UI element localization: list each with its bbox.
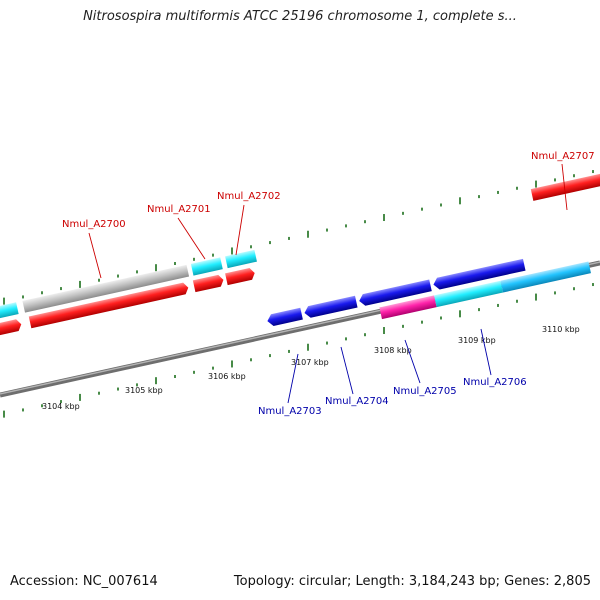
cds-cyan[interactable] (225, 249, 257, 269)
outer-tick-marks (3, 170, 594, 305)
cds-blue-nmul-a2704[interactable] (303, 295, 358, 319)
gene-label-nmul-a2702[interactable]: Nmul_A2702 (217, 191, 281, 202)
cds-red-nmul-a2702[interactable] (225, 267, 256, 286)
cds-cyan[interactable] (434, 280, 504, 308)
cds-grey[interactable] (22, 264, 190, 313)
cds-magenta[interactable] (379, 295, 437, 320)
tick-label-3107: 3107 kbp (291, 358, 329, 367)
cds-red-nmul-a2700[interactable] (28, 282, 190, 329)
cds-red-nmul-a2707[interactable] (530, 167, 600, 201)
cds-red-left[interactable] (0, 318, 23, 338)
gene-label-nmul-a2707[interactable]: Nmul_A2707 (531, 151, 595, 162)
topology-text: Topology: circular; Length: 3,184,243 bp… (233, 574, 591, 589)
cds-blue-nmul-a2706[interactable] (432, 258, 526, 291)
accession-text: Accession: NC_007614 (10, 574, 158, 589)
gene-label-nmul-a2701[interactable]: Nmul_A2701 (147, 204, 211, 215)
gene-label-nmul-a2705[interactable]: Nmul_A2705 (393, 386, 457, 397)
tick-label-3105: 3105 kbp (125, 386, 163, 395)
tick-label-3110: 3110 kbp (542, 325, 580, 334)
tick-label-3104: 3104 kbp (42, 402, 80, 411)
gene-label-nmul-a2704[interactable]: Nmul_A2704 (325, 396, 389, 407)
gene-label-nmul-a2706[interactable]: Nmul_A2706 (463, 377, 527, 388)
tick-label-3106: 3106 kbp (208, 372, 246, 381)
cds-light-blue[interactable] (500, 261, 591, 293)
inner-tick-marks (3, 283, 594, 418)
reverse-inner-row (266, 258, 526, 327)
cds-blue-nmul-a2703[interactable] (266, 307, 303, 327)
gene-label-nmul-a2700[interactable]: Nmul_A2700 (62, 219, 126, 230)
gene-label-nmul-a2703[interactable]: Nmul_A2703 (258, 406, 322, 417)
cds-cyan[interactable] (190, 257, 223, 276)
forward-outer-row (0, 167, 600, 321)
forward-inner-row (0, 267, 256, 338)
cds-blue-nmul-a2705[interactable] (358, 279, 432, 306)
map-title: Nitrosospira multiformis ATCC 25196 chro… (83, 9, 517, 24)
reverse-leader-lines (287, 328, 492, 404)
forward-leader-lines (88, 163, 568, 279)
tick-label-3109: 3109 kbp (458, 336, 496, 345)
cds-cyan-left[interactable] (0, 302, 19, 321)
tick-label-3108: 3108 kbp (374, 346, 412, 355)
cds-red-nmul-a2701[interactable] (192, 274, 225, 293)
reverse-outer-row (379, 261, 591, 320)
